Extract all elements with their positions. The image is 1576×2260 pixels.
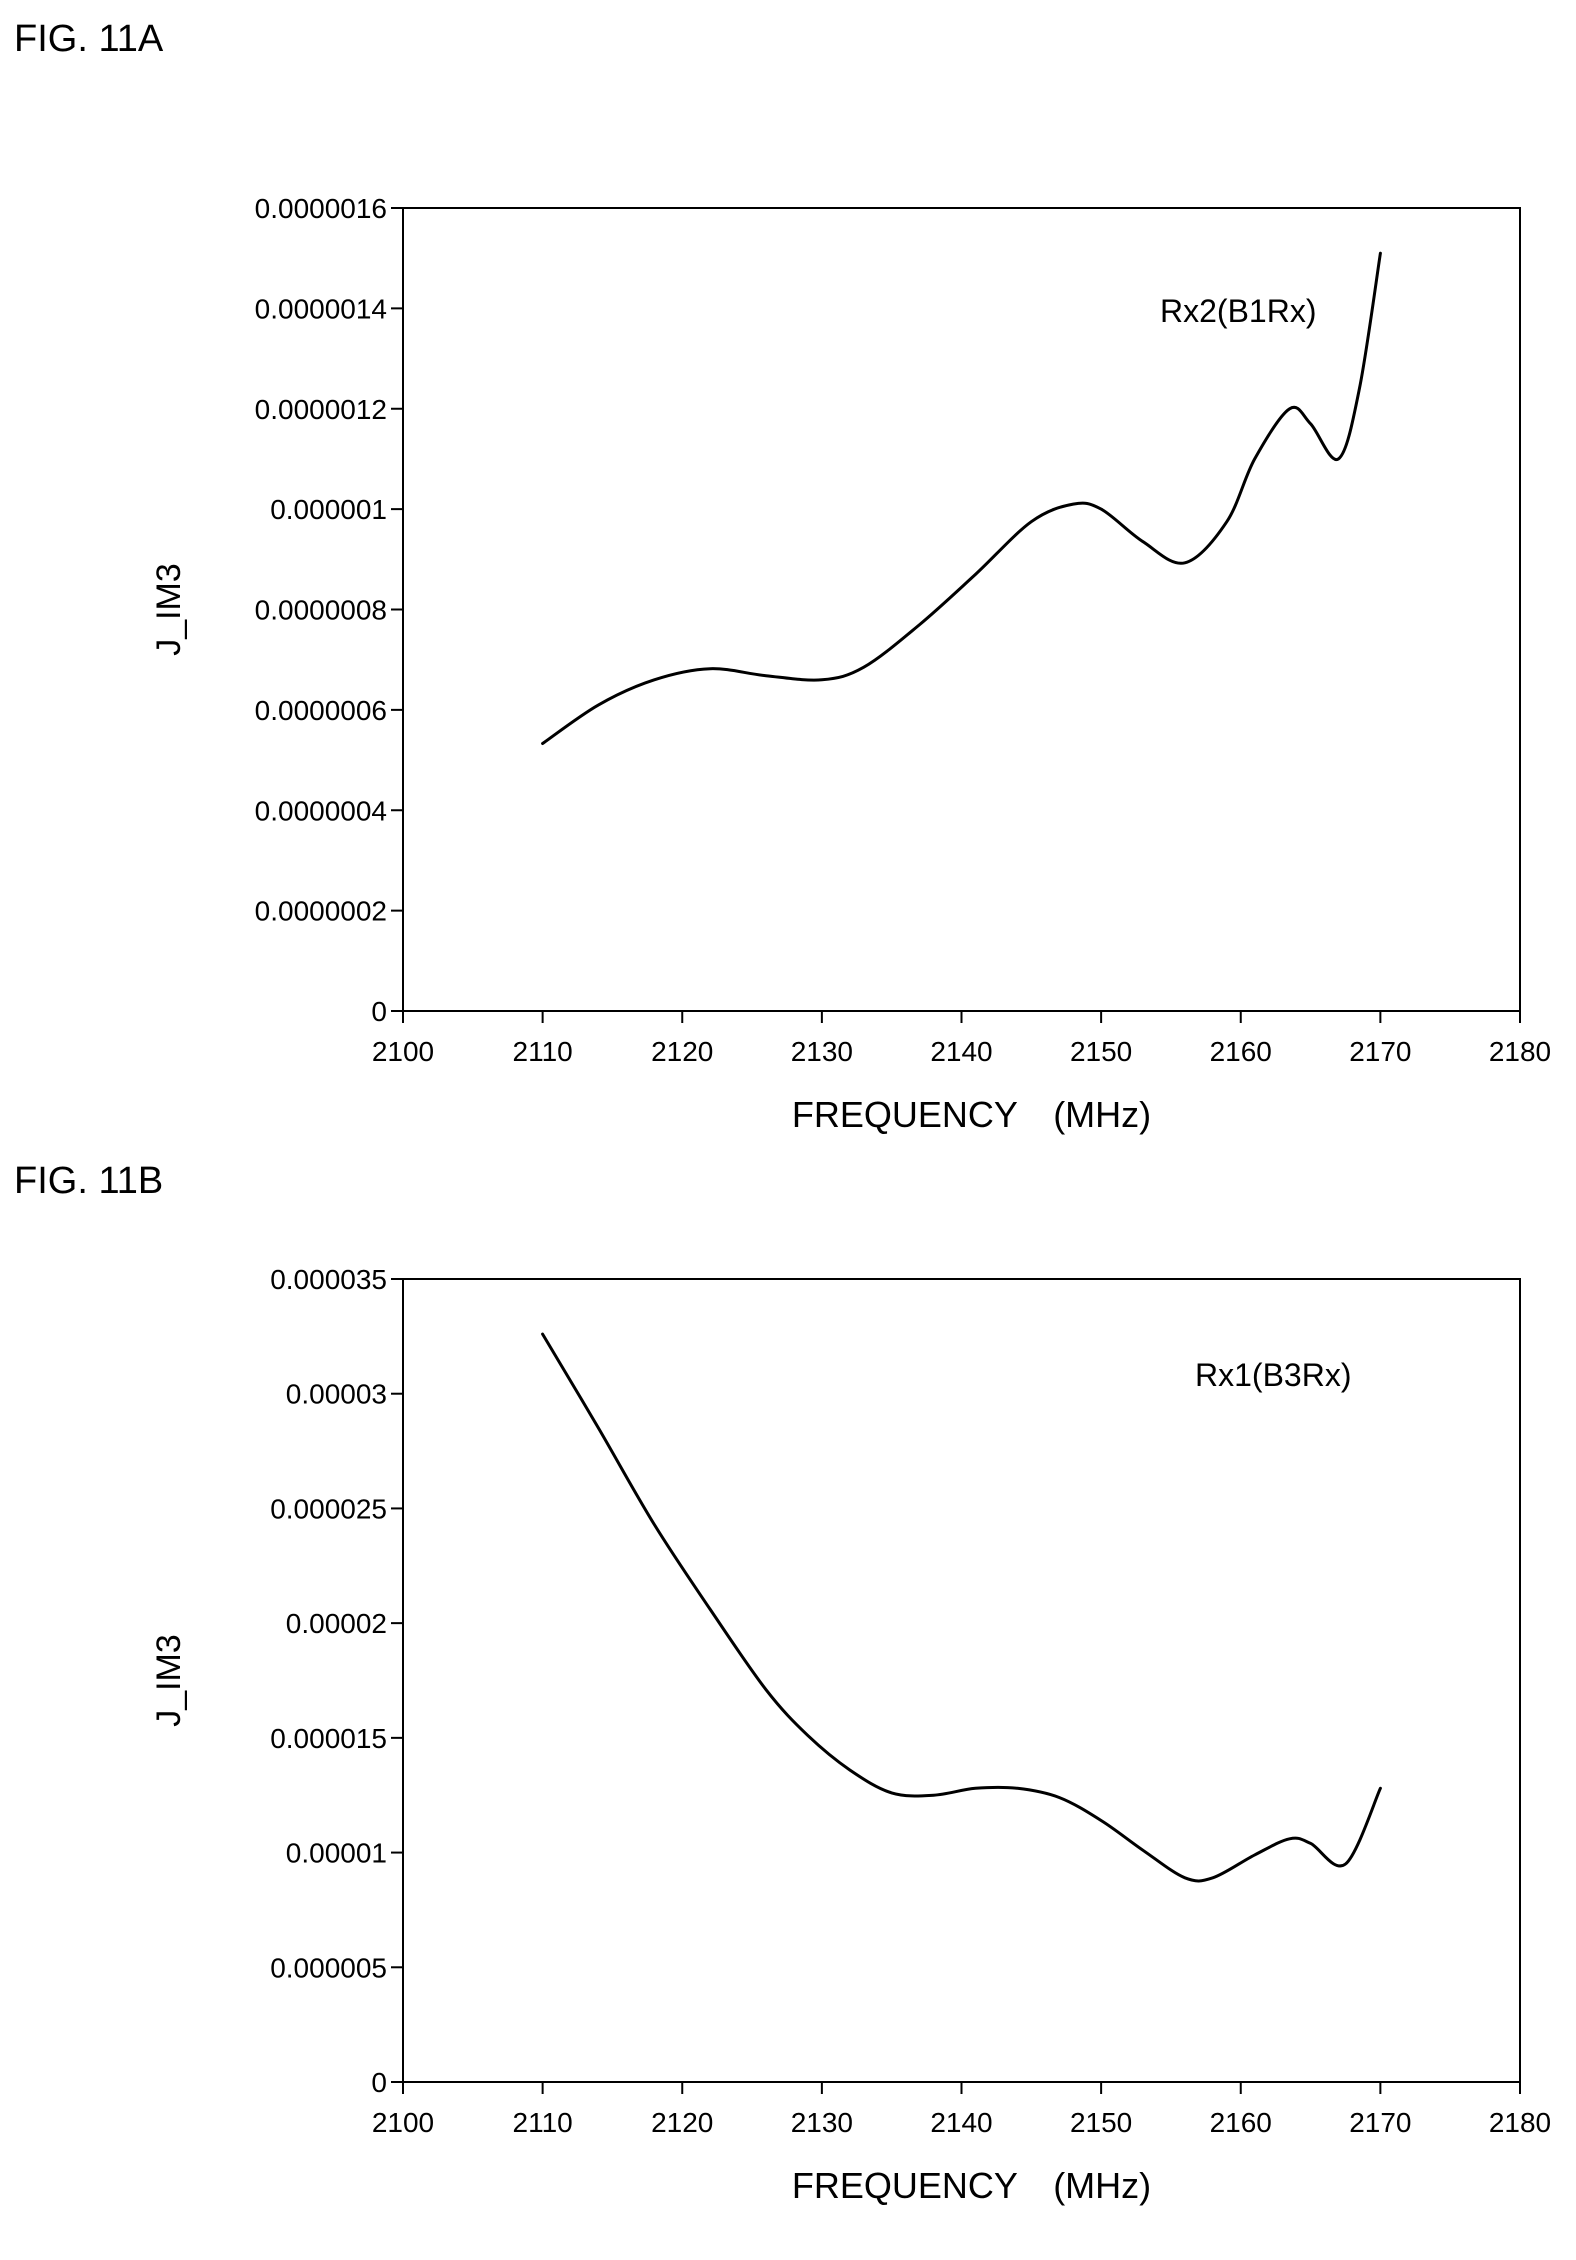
x-tick-label: 2120	[651, 2107, 713, 2138]
x-tick-label: 2100	[372, 1036, 434, 1067]
series-annotation: Rx1(B3Rx)	[1195, 1357, 1351, 1393]
x-tick-label: 2180	[1489, 2107, 1551, 2138]
y-tick-label: 0.0000004	[255, 795, 387, 826]
x-tick-label: 2140	[930, 1036, 992, 1067]
x-tick-label: 2110	[513, 1036, 573, 1067]
y-tick-label: 0.00003	[286, 1379, 387, 1410]
x-tick-label: 2180	[1489, 1036, 1551, 1067]
y-axis-label: J_IM3	[150, 1634, 188, 1727]
y-tick-label: 0.000035	[270, 1264, 387, 1295]
y-tick-label: 0.000015	[270, 1723, 387, 1754]
x-tick-label: 2130	[791, 1036, 853, 1067]
figure-11a-label: FIG. 11A	[14, 18, 164, 60]
y-tick-label: 0.0000002	[255, 896, 387, 927]
y-tick-label: 0.0000012	[255, 394, 387, 425]
chart-11a: 0 0.0000002 0.0000004 0.0000006 0.0000008 0.0…	[150, 193, 1551, 1135]
plot-frame	[402, 1278, 1521, 2083]
x-tick-label: 2150	[1070, 1036, 1132, 1067]
series-annotation: Rx2(B1Rx)	[1160, 293, 1316, 329]
x-axis-label: FREQUENCY (MHz)	[792, 2165, 1151, 2206]
y-tick-label: 0.00002	[286, 1608, 387, 1639]
plot-frame	[402, 207, 1521, 1012]
x-tick-label: 2160	[1210, 1036, 1272, 1067]
y-tick-label: 0	[371, 2067, 387, 2098]
y-tick-label: 0.000025	[270, 1493, 387, 1524]
series-line	[541, 251, 1382, 745]
y-tick-label: 0.000005	[270, 1952, 387, 1983]
x-tick-label: 2170	[1349, 2107, 1411, 2138]
x-tick-label: 2130	[791, 2107, 853, 2138]
chart-11b: 0 0.000005 0.00001 0.000015 0.00002 0.000025 0…	[150, 1264, 1551, 2206]
series-line	[541, 1332, 1382, 1883]
x-tick-label: 2100	[372, 2107, 434, 2138]
y-axis-label: J_IM3	[150, 563, 188, 656]
y-tick-label: 0.00001	[286, 1838, 387, 1869]
x-tick-label: 2140	[930, 2107, 992, 2138]
x-tick-label: 2120	[651, 1036, 713, 1067]
y-tick-label: 0.0000016	[255, 193, 387, 224]
x-axis-label: FREQUENCY (MHz)	[792, 1094, 1151, 1135]
y-tick-label: 0	[371, 996, 387, 1027]
x-tick-label: 2160	[1210, 2107, 1272, 2138]
y-tick-label: 0.000001	[270, 494, 387, 525]
x-tick-label: 2150	[1070, 2107, 1132, 2138]
y-tick-label: 0.0000014	[255, 293, 387, 324]
figure-11b-label: FIG. 11B	[14, 1160, 164, 1202]
x-tick-label: 2170	[1349, 1036, 1411, 1067]
y-tick-label: 0.0000008	[255, 595, 387, 626]
x-tick-label: 2110	[513, 2107, 573, 2138]
y-tick-label: 0.0000006	[255, 695, 387, 726]
